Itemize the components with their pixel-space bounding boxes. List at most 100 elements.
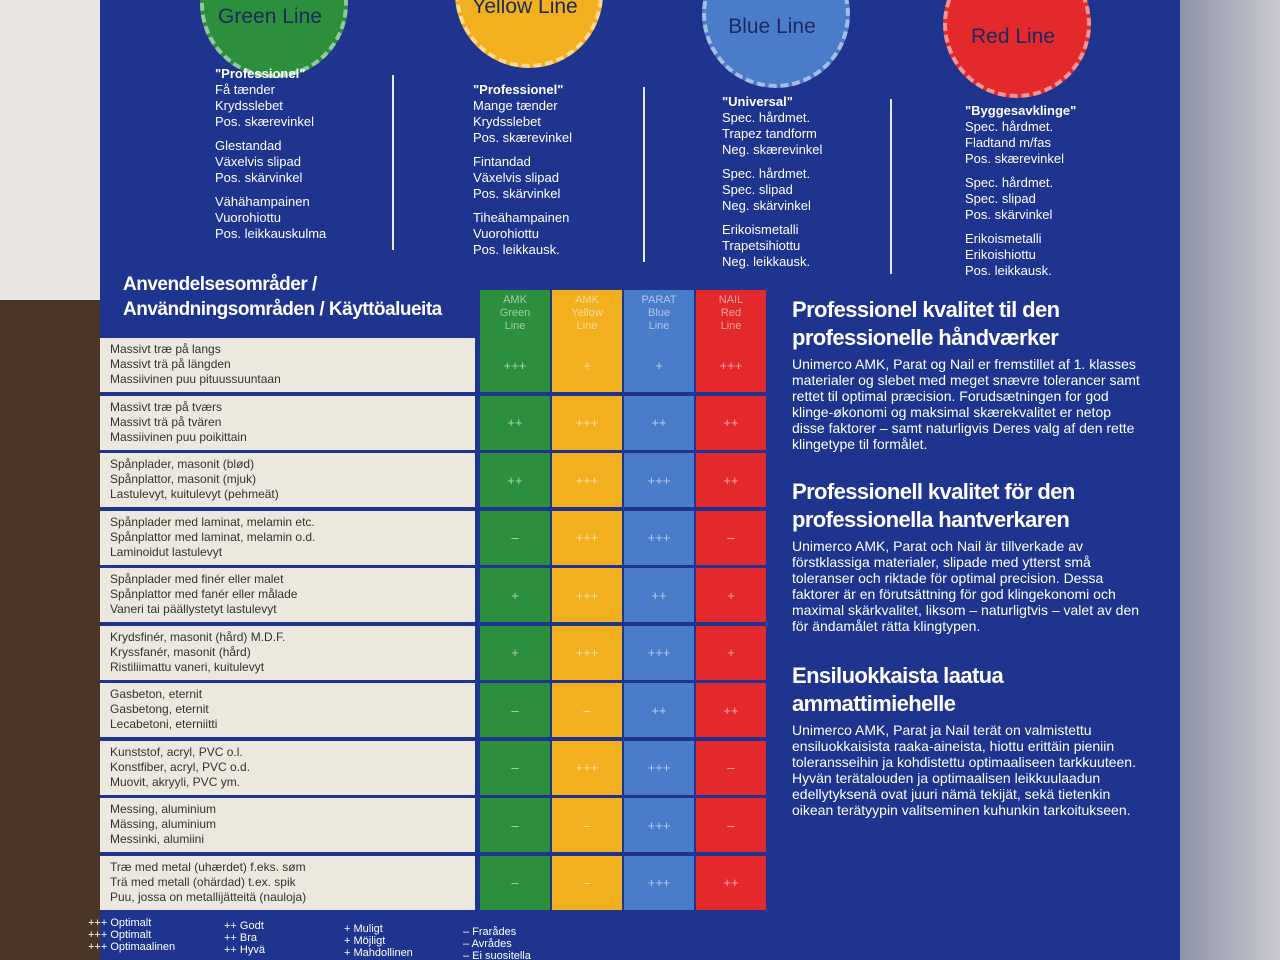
description-line: Erikoishiottu (965, 247, 1036, 262)
separator (392, 75, 394, 250)
rating-cell: + (696, 625, 766, 683)
section-body: Unimerco AMK, Parat och Nail är tillverk… (792, 538, 1140, 634)
rating-cell: – (552, 798, 622, 855)
description-line: Pos. leikkausk. (473, 242, 560, 257)
label-line: Laminoidut lastulevyt (110, 544, 223, 559)
legend-group: – Frarådes – Avrådes – Ei suositella (463, 926, 531, 960)
rating-cell: ++ (624, 568, 694, 625)
description-line: Spec. slipad (965, 191, 1036, 206)
blade-name: Green Line (218, 5, 322, 28)
label-line: Trä med metall (ohärdad) t.ex. spik (110, 874, 296, 889)
description-line: Pos. leikkausk. (965, 263, 1052, 278)
label-line: Krydsfinér, masonit (hård) M.D.F. (110, 629, 286, 644)
description-line: Pos. skærevinkel (473, 130, 572, 145)
header-line: NAIL (718, 294, 744, 306)
rating-cell: + (480, 568, 550, 625)
label-line: Lastulevyt, kuitulevyt (pehmeät) (110, 487, 279, 501)
label-line: Spånplader med laminat, melamin etc. (110, 514, 315, 529)
label-line: Spånplattor med laminat, melamin o.d. (110, 529, 316, 544)
description-line: Krydsslebet (215, 98, 283, 113)
legend-group: ++ Godt ++ Bra ++ Hyvä (224, 920, 265, 956)
legend-line: +++ Optimalt (88, 917, 152, 929)
description-line: Fladtand m/fas (965, 135, 1051, 150)
rating-cell: ++ (696, 855, 766, 913)
rating-cell: – (480, 740, 550, 798)
description-group: Tiheähampainen Vuorohiottu Pos. leikkausk. (473, 210, 643, 258)
rating-cell: – (480, 510, 550, 568)
row-label: Træ med metal (uhærdet) f.eks. søm Trä me… (100, 855, 475, 913)
blade-name: Yellow Line (472, 0, 578, 18)
rating-cell: ++ (624, 395, 694, 453)
legend-line: + Möjligt (344, 935, 386, 947)
row-label: Kunststof, acryl, PVC o.l. Konstfiber, ac… (100, 740, 475, 798)
description-line: Trapetsihiottu (722, 238, 801, 253)
rating-cell: +++ (552, 510, 622, 568)
rating-cell: +++ (480, 338, 550, 395)
blade-name: Blue Line (728, 15, 816, 38)
text-section: Ensiluokkaista laatua ammattimiehelle Uni… (792, 662, 1147, 818)
header-line: Line (720, 320, 742, 332)
rating-cell: – (696, 510, 766, 568)
rating-cell: + (624, 338, 694, 395)
label-line: Ristiliimattu vaneri, kuitulevyt (110, 659, 265, 674)
label-line: Messinki, alumiini (110, 832, 205, 846)
header-line: Line (576, 320, 598, 332)
label-line: Gasbeton, eternit (110, 687, 203, 701)
description-line: Växelvis slipad (215, 154, 301, 169)
description-line: Vähähampainen (215, 194, 310, 209)
label-line: Spånplader med finér eller malet (110, 572, 284, 586)
label-line: Spånplattor, masonit (mjuk) (110, 472, 257, 486)
description-line: Spec. slipad (722, 182, 793, 197)
description-line: Glestandad (215, 138, 282, 153)
label-line: Kunststof, acryl, PVC o.l. (110, 744, 243, 759)
description-line: "Professionel" (473, 82, 564, 97)
description-group: "Professionel" Mange tænder Krydsslebet Pos… (473, 82, 643, 146)
rating-cell: ++ (696, 395, 766, 453)
description-line: Pos. skärvinkel (215, 170, 303, 185)
column-header: PARAT Blue Line (624, 290, 694, 338)
label-line: Massivt træ på tværs (110, 399, 223, 414)
table-title: Anvendelsesområder / Användningsområden /… (123, 272, 442, 322)
label-line: Messing, aluminium (110, 802, 217, 816)
description-line: Pos. skärvinkel (965, 207, 1053, 222)
description-line: Neg. leikkausk. (722, 254, 811, 269)
description-line: Spec. hårdmet. (965, 119, 1054, 134)
description-line: Pos. skærevinkel (215, 114, 314, 129)
section-body: Unimerco AMK, Parat ja Nail terät on val… (792, 722, 1136, 818)
section-heading: Professionell kvalitet för den professio… (792, 479, 1075, 532)
header-line: AMK (503, 294, 527, 306)
description-group: "Professionel" Få tænder Krydsslebet Pos. s… (215, 66, 385, 130)
description-line: Spec. hårdmet. (965, 175, 1054, 190)
header-line: Line (504, 320, 526, 332)
description-line: Pos. skärvinkel (473, 186, 561, 201)
label-line: Kryssfanér, masonit (hård) (110, 644, 251, 659)
description-line: Krydsslebet (473, 114, 541, 129)
description-line: Spec. hårdmet. (722, 110, 811, 125)
header-line: Line (648, 320, 670, 332)
column-header: AMK Yellow Line (552, 290, 622, 338)
blade-description: "Professionel" Mange tænder Krydsslebet Pos… (473, 82, 643, 266)
row-label: Spånplader med laminat, melamin etc. Spån… (100, 510, 475, 568)
row-label: Spånplader, masonit (blød) Spånplattor, m… (100, 453, 475, 510)
description-line: Erikoismetalli (722, 222, 799, 237)
plastic-sleeve (1180, 0, 1280, 960)
label-line: Puu, jossa on metallijätteitä (nauloja) (110, 889, 307, 904)
label-line: Muovit, akryyli, PVC ym. (110, 774, 241, 789)
description-line: Tiheähampainen (473, 210, 570, 225)
label-line: Lecabetoni, eterniitti (110, 717, 218, 731)
description-line: "Professionel" (215, 66, 306, 81)
row-label: Massivt træ på tværs Massivt trä på tväre… (100, 395, 475, 453)
rating-cell: – (480, 798, 550, 855)
header-line: Yellow (571, 307, 603, 319)
header-line: Red (720, 307, 742, 319)
rating-cell: – (480, 855, 550, 913)
rating-cell: +++ (624, 453, 694, 510)
description-line: Få tænder (215, 82, 275, 97)
legend-line: + Muligt (344, 923, 383, 935)
separator (890, 99, 892, 274)
description-line: Spec. hårdmet. (722, 166, 811, 181)
label-line: Massiivinen puu pituussuuntaan (110, 372, 281, 386)
blade-description: "Universal" Spec. hårdmet. Trapez tandform… (722, 94, 892, 278)
description-group: Erikoismetalli Erikoishiottu Pos. leikkaus… (965, 231, 1135, 279)
